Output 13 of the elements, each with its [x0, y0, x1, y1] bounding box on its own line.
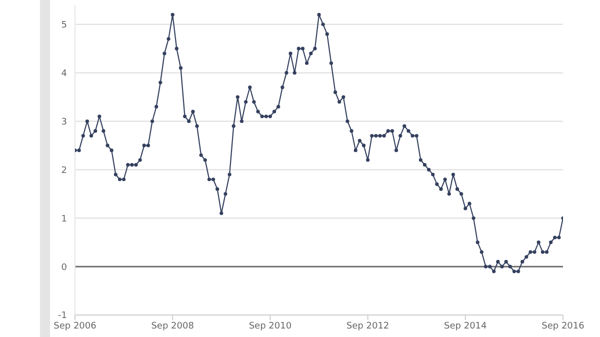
y-tick-label: 1 [61, 214, 67, 224]
y-tick-label: 3 [61, 117, 67, 128]
y-tick-label: 5 [61, 20, 67, 31]
x-tick-label: Sep 2008 [151, 321, 194, 332]
y-tick-label: -1 [58, 311, 67, 322]
y-tick-label: 4 [61, 69, 68, 80]
y-tick-label: 2 [61, 166, 67, 176]
y-tick-label: 0 [61, 262, 68, 273]
x-tick-label: Sep 2006 [54, 321, 97, 332]
x-tick-label: Sep 2014 [444, 321, 488, 332]
x-tick-label: Sep 2016 [542, 321, 585, 332]
x-tick-label: Sep 2010 [248, 321, 292, 332]
x-tick-label: Sep 2012 [346, 321, 390, 332]
